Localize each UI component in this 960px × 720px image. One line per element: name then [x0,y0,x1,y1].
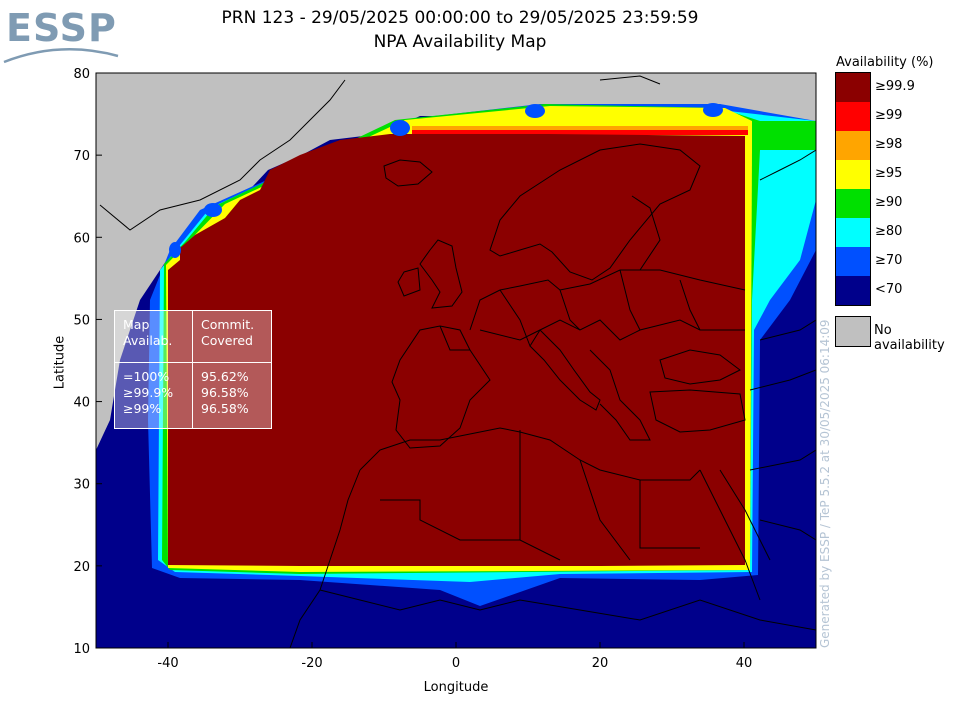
legend-title: Availability (%) [836,55,934,70]
y-tick-label: 80 [73,67,90,82]
y-axis-label: Latitude [52,335,68,390]
y-tick-label: 70 [73,149,90,164]
x-tick-label: -20 [301,656,322,671]
legend-label: ≥90 [875,195,903,210]
legend-swatch [836,102,870,131]
map-title: PRN 123 - 29/05/2025 00:00:00 to 29/05/2… [221,8,699,28]
x-axis-ticks: -40 -20 0 20 40 [157,642,752,671]
logo-swoosh-icon [3,48,119,64]
legend-label: ≥80 [875,224,903,239]
y-tick-label: 50 [73,313,90,328]
edge-blob-4 [204,203,222,217]
y-tick-label: 60 [73,231,90,246]
legend-label: <70 [875,282,903,297]
legend-label: ≥70 [875,253,903,268]
x-tick-label: 20 [592,656,609,671]
legend-swatch [836,218,870,247]
y-tick-label: 20 [73,560,90,575]
legend-no-availability-label: No availability [874,323,945,353]
legend-swatch [836,131,870,160]
stats-thresholds: =100% ≥99.9% ≥99% [115,363,193,428]
x-tick-label: 0 [452,656,460,671]
y-tick-label: 40 [73,396,90,411]
y-tick-label: 10 [73,642,90,657]
legend-swatch [836,73,870,102]
essp-logo: ESSP [0,0,130,70]
stats-values: 95.62% 96.58% 96.58% [201,369,249,416]
edge-blob-1 [390,120,410,136]
legend-label: ≥98 [875,137,903,152]
legend-swatch [836,189,870,218]
y-axis-ticks: 10 20 30 40 50 60 70 80 [73,67,102,657]
x-axis-label: Longitude [423,680,489,695]
legend-swatch [836,160,870,189]
logo-text: ESSP [6,6,117,50]
edge-blob-2 [525,104,545,118]
legend-label: ≥99 [875,108,903,123]
legend-no-availability-swatch [835,316,871,347]
coverage-stats-table: Map Availab. Commit. Covered =100% ≥99.9… [114,310,272,429]
stats-header-map: Map Availab. [115,311,193,363]
map-subtitle: NPA Availability Map [373,32,547,52]
region-99 [412,130,748,135]
legend-colorbar [835,72,871,306]
edge-blob-3 [703,103,723,117]
coastlines [99,75,816,648]
legend-label: ≥99.9 [875,79,915,94]
y-tick-label: 30 [73,478,90,493]
legend-label: ≥95 [875,166,903,181]
edge-blob-5 [169,242,181,258]
generated-by-footer: Generated by ESSP / TeP 5.5.2 at 30/05/2… [818,319,832,648]
stats-header-commit: Commit. Covered [193,311,271,363]
x-tick-label: 40 [736,656,753,671]
x-tick-label: -40 [157,656,178,671]
legend-swatch [836,247,870,276]
legend-swatch [836,276,870,305]
